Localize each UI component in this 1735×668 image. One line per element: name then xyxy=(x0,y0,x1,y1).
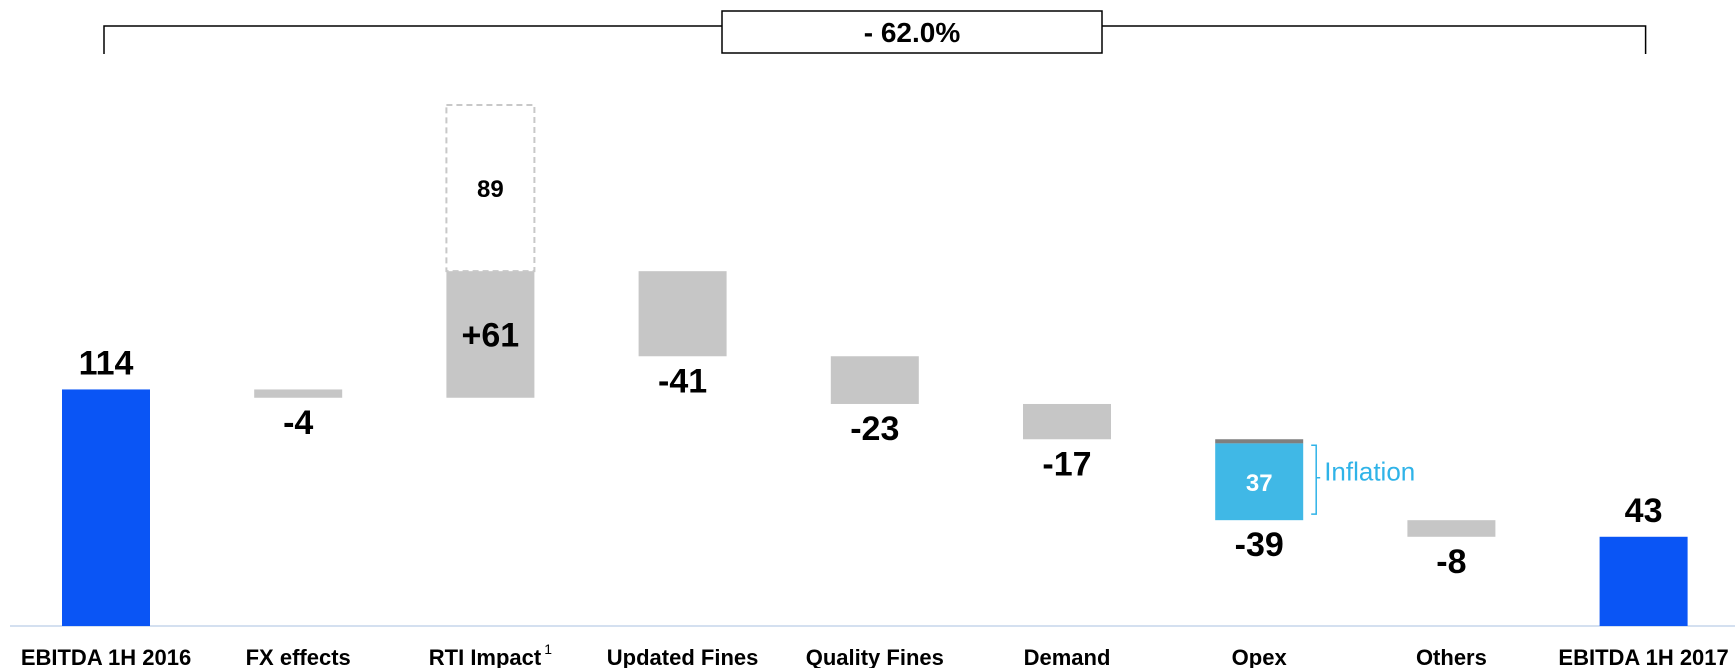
inflation-label: Inflation xyxy=(1324,457,1415,487)
bar-ebitda-1h-2016 xyxy=(62,389,150,626)
bars xyxy=(10,103,1735,627)
category-labels: EBITDA 1H 2016 FX effects RTI Impact 1 Updat… xyxy=(21,641,1729,668)
category-label-updated-fines: Updated Fines xyxy=(607,645,759,668)
overall-change-label: - 62.0% xyxy=(864,17,961,48)
bar-rti-impact xyxy=(446,271,535,398)
overall-change-bracket: - 62.0% xyxy=(103,10,1647,54)
bar-updated-fines xyxy=(638,271,727,357)
bar-quality-fines xyxy=(830,356,919,404)
category-label-ebitda-1h-2017: EBITDA 1H 2017 xyxy=(1558,645,1728,668)
value-label-updated-fines: -41 xyxy=(658,362,707,400)
bar-ebitda-1h-2017 xyxy=(1599,536,1688,626)
value-label-rti-impact: +61 xyxy=(462,316,520,354)
bar-fx-effects xyxy=(254,389,343,398)
value-label-ebitda-1h-2017: 43 xyxy=(1625,492,1663,530)
bar-others xyxy=(1407,520,1496,537)
category-label-opex: Opex xyxy=(1232,645,1288,668)
rti-potential-value: 89 xyxy=(477,176,504,203)
category-label-others: Others xyxy=(1416,645,1487,668)
category-label-quality-fines: Quality Fines xyxy=(806,645,944,668)
value-label-quality-fines: -23 xyxy=(850,410,899,448)
inflation-bracket xyxy=(1311,444,1321,515)
category-label-rti-impact: RTI Impact 1 xyxy=(429,641,552,668)
category-label-ebitda-1h-2016: EBITDA 1H 2016 xyxy=(21,645,191,668)
value-labels: 114 -4 +61 -41 -23 -17 37 Inflation -39 -8 43 89 xyxy=(79,176,1663,581)
value-label-others: -8 xyxy=(1436,543,1466,581)
value-label-fx-effects: -4 xyxy=(283,404,313,442)
value-label-demand: -17 xyxy=(1042,445,1091,483)
value-label-opex: -39 xyxy=(1235,526,1284,564)
bar-rti-potential xyxy=(445,103,536,273)
overall-change-box xyxy=(721,10,1103,54)
bar-demand xyxy=(1023,403,1111,440)
bar-opex-other xyxy=(1215,439,1304,444)
opex-inflation-value: 37 xyxy=(1246,470,1273,497)
category-label-demand: Demand xyxy=(1024,645,1111,668)
category-label-fx-effects: FX effects xyxy=(246,645,351,668)
bar-opex-inflation xyxy=(1215,443,1304,521)
value-label-ebitda-1h-2016: 114 xyxy=(79,344,134,382)
